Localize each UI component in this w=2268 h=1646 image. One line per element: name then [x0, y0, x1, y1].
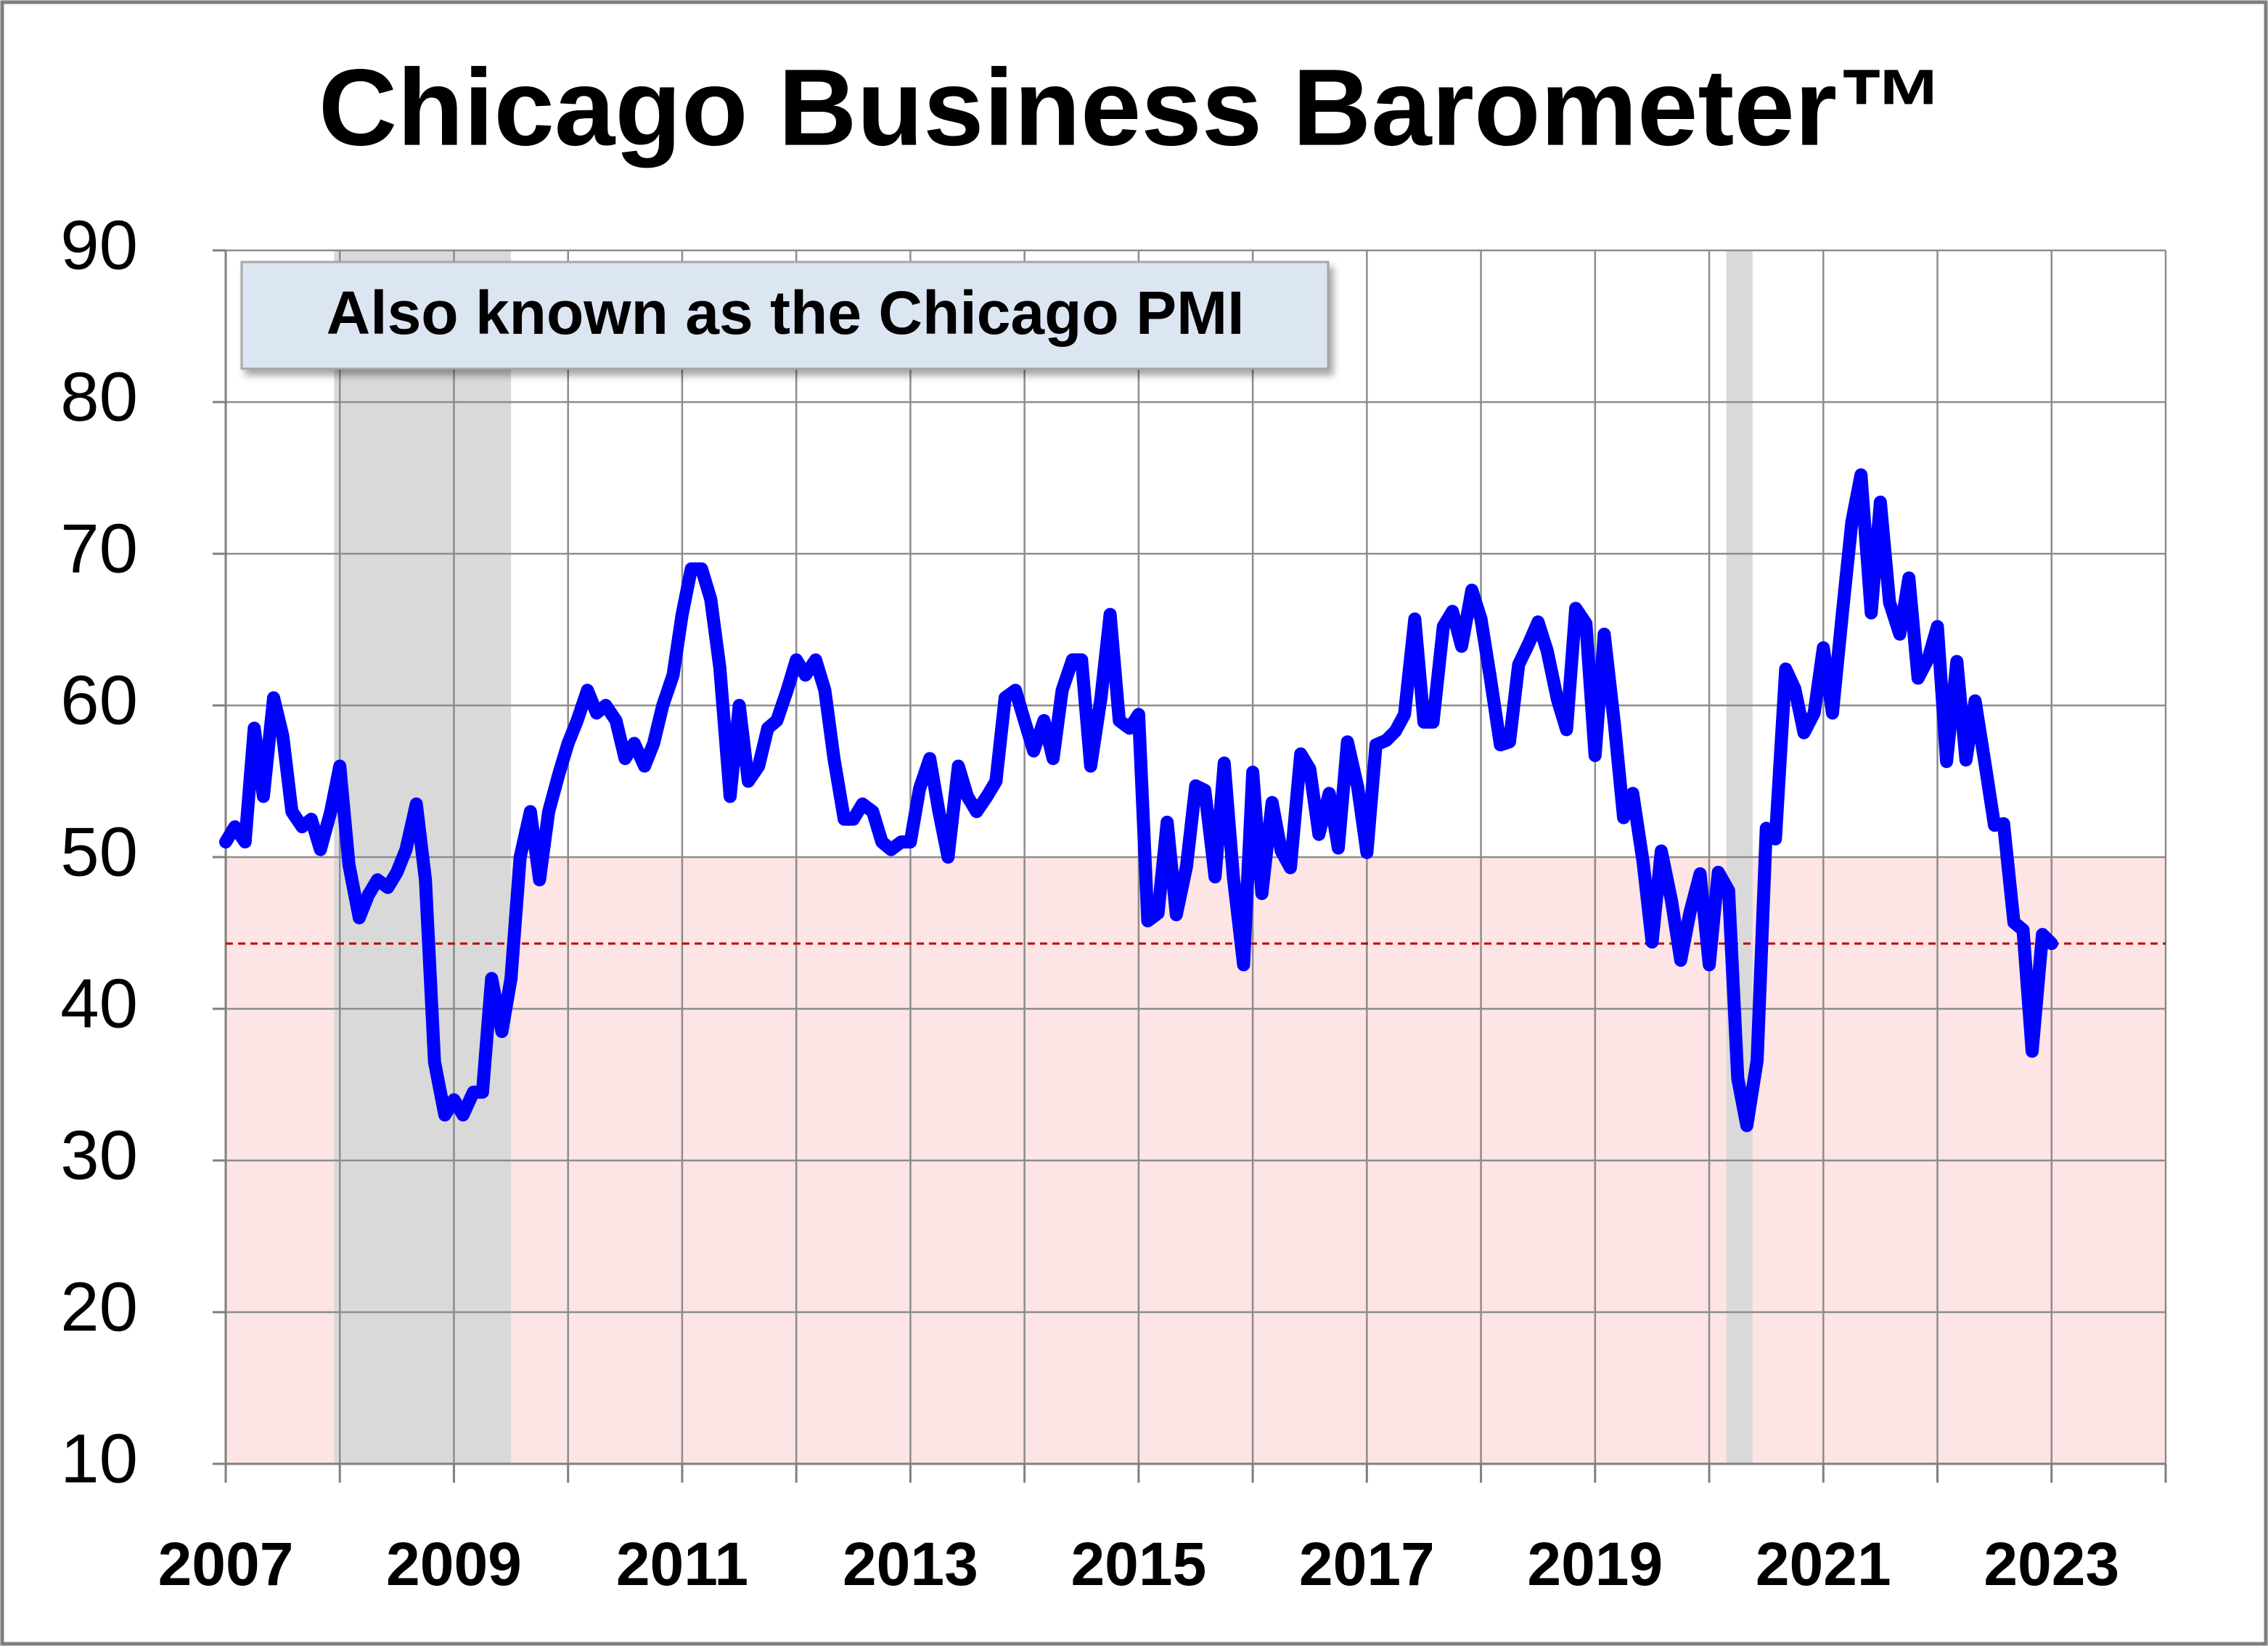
annotation: Also known as the Chicago PMI: [327, 279, 1245, 347]
x-tick-label: 2021: [1756, 1530, 1891, 1598]
y-tick-label: 50: [60, 813, 138, 890]
y-tick-label: 90: [60, 206, 138, 284]
chart-title: Chicago Business Barometer™: [319, 46, 1946, 168]
x-tick-label: 2013: [843, 1530, 978, 1598]
annotation-box: [240, 261, 1330, 370]
plot-area: 10 20 30 40 50 60 70 80 90 2007 2009 2011 2013 2015 20…: [60, 206, 2167, 1598]
data-line: [219, 468, 2058, 1132]
x-tick-label: 2007: [158, 1530, 294, 1598]
y-tick-label: 60: [60, 661, 138, 739]
y-tick-label: 20: [60, 1268, 138, 1346]
y-tick-label: 80: [60, 358, 138, 435]
y-tick-label: 40: [60, 965, 138, 1042]
x-tick-label: 2017: [1299, 1530, 1435, 1598]
y-tick-label: 30: [60, 1116, 138, 1194]
x-tick-label: 2023: [1984, 1530, 2119, 1598]
x-tick-label: 2015: [1070, 1530, 1206, 1598]
x-tick-label: 2009: [386, 1530, 522, 1598]
y-tick-label: 10: [60, 1420, 138, 1497]
x-tick-label: 2019: [1527, 1530, 1663, 1598]
y-tick-label: 70: [60, 509, 138, 587]
x-tick-label: 2011: [616, 1530, 748, 1598]
